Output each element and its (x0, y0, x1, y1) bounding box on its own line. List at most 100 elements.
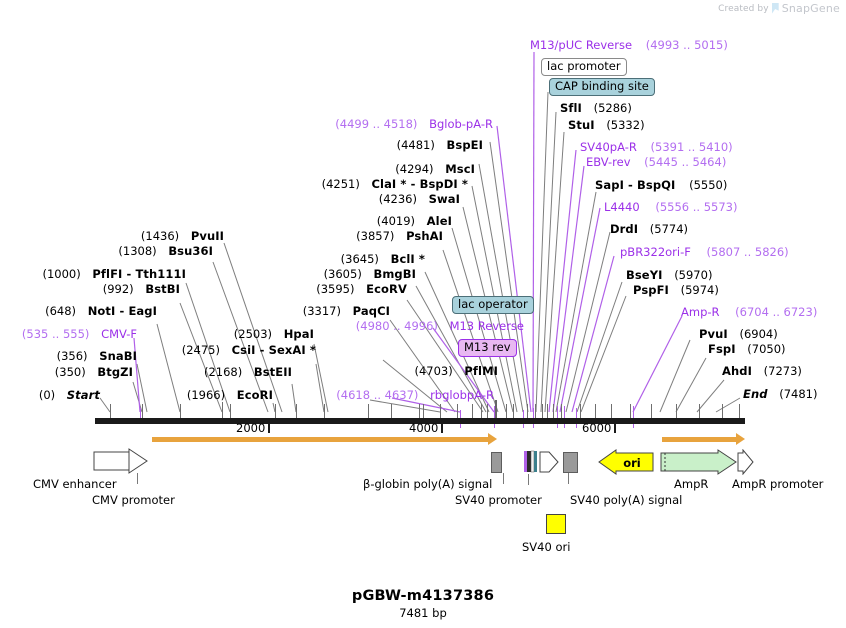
right-label-pbr322ori-f[interactable]: pBR322ori-F (5807 .. 5826) (620, 241, 789, 260)
enzyme-position: (4236) (378, 192, 417, 206)
midleft-label-bsteii[interactable]: (2168) BstEII (20, 361, 292, 380)
mid-label-bspei[interactable]: (4481) BspEI (140, 134, 483, 153)
feature-label-sv40-ori: SV40 ori (522, 540, 571, 554)
enzyme-name: Bsu36I (168, 244, 213, 258)
enzyme-name: PaqCI (352, 304, 390, 318)
enzyme-name: DrdI (610, 222, 639, 236)
enzyme-position: (356) (56, 349, 88, 363)
right-label-pvui[interactable]: PvuI (6904) (699, 323, 778, 342)
mid-label-pshai[interactable]: (3857) PshAI (140, 225, 443, 244)
primer-name: M13 Reverse (449, 319, 524, 333)
watermark-created-by: Created by (718, 3, 769, 14)
right-label-l4440[interactable]: L4440 (5556 .. 5573) (604, 196, 737, 215)
mid-label-paqci[interactable]: (3317) PaqCI (140, 300, 390, 319)
enzyme-position: (5974) (680, 283, 719, 297)
mid-label-clai-bspdi[interactable]: (4251) ClaI * - BspDI * (140, 173, 468, 192)
badge-lac-promoter[interactable]: lac promoter (541, 55, 627, 76)
enzyme-position: (992) (102, 282, 134, 296)
enzyme-position: (0) (38, 388, 56, 402)
mid-label-swai[interactable]: (4236) SwaI (140, 188, 460, 207)
enzyme-name: BtgZI (97, 365, 133, 379)
enzyme-position: (5550) (689, 178, 728, 192)
mid-label-pflmi[interactable]: (4703) PflMI (140, 360, 498, 379)
enzyme-position: (5332) (606, 118, 645, 132)
badge-cap-binding-site[interactable]: CAP binding site (549, 75, 655, 96)
right-label-m13puc-reverse[interactable]: M13/pUC Reverse (4993 .. 5015) (530, 34, 728, 53)
left-label-start[interactable]: (0) Start (0, 384, 100, 403)
right-label-pspfi[interactable]: PspFI (5974) (633, 279, 719, 298)
right-label-stui[interactable]: StuI (5332) (568, 114, 645, 133)
enzyme-name: SwaI (428, 192, 460, 206)
mid-label-bcli[interactable]: (3645) BclI * (140, 248, 425, 267)
enzyme-name: PspFI (633, 283, 669, 297)
ampr-promoter-arrow-icon[interactable] (737, 449, 755, 475)
primer-name: L4440 (604, 200, 640, 214)
enzyme-name: BclI * (390, 252, 425, 266)
primer-name: SV40pA-R (580, 140, 637, 154)
mid-label-rbglobpa-r[interactable]: (4618 .. 4637) rbglobpA-R (140, 384, 494, 403)
right-label-drdi[interactable]: DrdI (5774) (610, 218, 688, 237)
sv40-ori-box[interactable] (546, 514, 566, 534)
enzyme-position: (3595) (316, 282, 355, 296)
ampr-arrow-icon[interactable] (660, 449, 738, 475)
badge-m13-rev[interactable]: M13 rev (458, 336, 517, 357)
primer-name: Amp-R (681, 305, 720, 319)
enzyme-name: BstEII (253, 365, 292, 379)
badge-lac-operator[interactable]: lac operator (452, 293, 534, 314)
primer-range: (6704 .. 6723) (735, 305, 818, 319)
primer-name: Bglob-pA-R (429, 117, 493, 131)
right-label-ebv-rev[interactable]: EBV-rev (5445 .. 5464) (586, 151, 726, 170)
left-label-snabi[interactable]: (356) SnaBI (0, 345, 137, 364)
cmv-enhancer-arrow-icon[interactable] (93, 448, 149, 474)
right-label-sfli[interactable]: SflI (5286) (560, 97, 632, 116)
enzyme-position: (3317) (302, 304, 341, 318)
enzyme-position: (350) (54, 365, 86, 379)
mid-label-bglob-pa-r[interactable]: (4499 .. 4518) Bglob-pA-R (140, 113, 493, 132)
sv40-polya-signal-box[interactable] (563, 452, 578, 473)
right-label-end[interactable]: End (7481) (743, 383, 817, 402)
left-label-bsu36i[interactable]: (1308) Bsu36I (0, 240, 213, 259)
mid-label-m13-reverse[interactable]: (4980 .. 4996) M13 Reverse (140, 315, 524, 334)
mid-label-ecorv[interactable]: (3595) EcoRV (140, 278, 407, 297)
sv40-promoter-box[interactable] (524, 450, 538, 474)
mid-label-bmgbi[interactable]: (3605) BmgBI (140, 263, 416, 282)
midleft-label-ecori[interactable]: (1966) EcoRI (20, 384, 273, 403)
midleft-label-csii-sexai[interactable]: (2475) CsiI - SexAI * (20, 339, 316, 358)
left-label-cmv-f[interactable]: (535 .. 555) CMV-F (0, 323, 137, 342)
left-label-btgzi[interactable]: (350) BtgZI (0, 361, 133, 380)
enzyme-position: (3645) (340, 252, 379, 266)
enzyme-name: SflI (560, 101, 582, 115)
feature-label-cmv-promoter: CMV promoter (92, 493, 175, 507)
right-label-ahdi[interactable]: AhdI (7273) (722, 360, 802, 379)
enzyme-position: (5286) (593, 101, 632, 115)
ori-arrow-icon[interactable]: ori (598, 449, 654, 475)
left-label-noti-eagi[interactable]: (648) NotI - EagI (0, 300, 157, 319)
bglobin-polya-signal-box[interactable] (491, 452, 502, 473)
right-label-bseyi[interactable]: BseYI (5970) (626, 264, 712, 283)
orange-arrow-head-right (736, 433, 745, 445)
enzyme-name: PshAI (406, 229, 443, 243)
right-label-sv40pa-r[interactable]: SV40pA-R (5391 .. 5410) (580, 136, 733, 155)
right-label-amp-r[interactable]: Amp-R (6704 .. 6723) (681, 301, 817, 320)
badge-lac-operator-label: lac operator (452, 296, 534, 314)
primer-range: (4980 .. 4996) (355, 319, 438, 333)
mid-label-msci[interactable]: (4294) MscI (140, 158, 475, 177)
badge-m13-rev-label: M13 rev (458, 339, 517, 357)
sv40-promoter-arrow-icon[interactable] (539, 450, 559, 474)
left-label-bstbi[interactable]: (992) BstBI (0, 278, 180, 297)
right-label-sapi-bspqi[interactable]: SapI - BspQI (5550) (595, 174, 727, 193)
sv40-promoter-tether-2 (528, 474, 529, 485)
mid-label-alei[interactable]: (4019) AleI (140, 210, 452, 229)
left-label-pflfi-tth111i[interactable]: (1000) PflFI - Tth111I (0, 263, 186, 282)
enzyme-position: (2168) (203, 365, 243, 379)
right-label-fspi[interactable]: FspI (7050) (708, 338, 786, 357)
ruler-major-tick-6000 (614, 424, 616, 433)
enzyme-position: (4019) (376, 214, 416, 228)
midleft-label-hpai[interactable]: (2503) HpaI (20, 323, 314, 342)
enzyme-position: (1436) (140, 229, 180, 243)
cmv-promoter-tether (137, 473, 138, 484)
enzyme-name: End (743, 387, 768, 401)
enzyme-position: (7481) (779, 387, 818, 401)
left-label-pvuii[interactable]: (1436) PvuII (0, 225, 224, 244)
